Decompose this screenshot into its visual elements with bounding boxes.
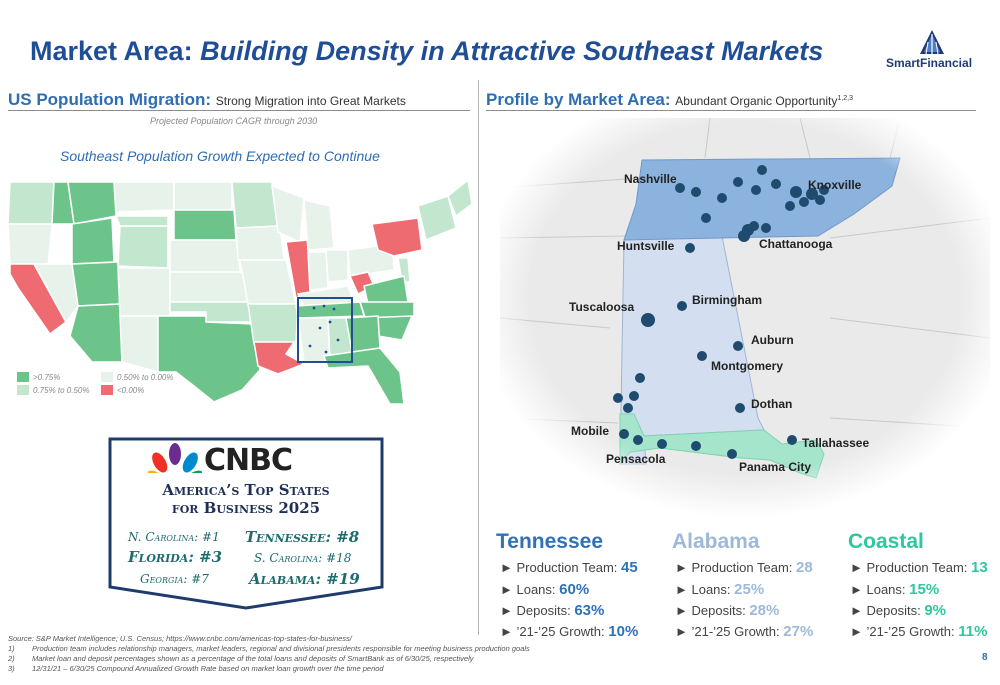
tn-deposits: ► Deposits: 63% [500,602,605,619]
right-section-heading: Profile by Market Area: Abundant Organic… [486,90,853,110]
smartfinancial-logo-icon [920,30,944,55]
city-label-chattanooga: Chattanooga [759,237,833,251]
rank-georgia: Georgia: #7 [140,572,209,586]
logo-text: SmartFinancial [886,56,973,70]
tn-loans-label: Loans: [516,582,556,597]
us-population-map [8,178,473,405]
legend-label-negative: <0.00% [117,386,145,395]
footnote-2-number: 2) [8,654,15,663]
city-label-knoxville: Knoxville [808,178,862,192]
legend-swatch-low [101,372,113,382]
co-growth-label: ’21-’25 Growth: [866,624,955,639]
city-label-montgomery: Montgomery [711,359,783,373]
al-deposits-value: 28% [749,602,780,619]
cnbc-badge-frame [108,437,384,610]
tn-team-label: Production Team: [516,560,618,575]
footnote-2: Market loan and deposit percentages show… [32,654,474,663]
right-heading-rule [486,110,976,111]
al-team-value: 28 [796,559,813,576]
city-label-auburn: Auburn [751,333,794,347]
rank-south-carolina: S. Carolina: #18 [254,551,352,565]
tn-team-value: 45 [621,559,638,576]
rank-florida: Florida: #3 [128,548,223,566]
footnote-3: 12/31/21 – 6/30/25 Compound Annualized G… [32,664,384,673]
city-label-huntsville: Huntsville [617,239,675,253]
city-label-pensacola: Pensacola [606,452,666,466]
column-divider [478,80,479,635]
city-label-birmingham: Birmingham [692,293,763,307]
cnbc-peacock-icon [148,443,202,473]
right-superscript: 1,2,3 [837,95,853,102]
tn-growth-value: 10% [608,623,639,640]
al-loans-value: 25% [734,581,765,598]
rank-tennessee: Tennessee: #8 [245,528,360,546]
legend-swatch-negative [101,385,113,395]
rank-alabama: Alabama: #19 [249,570,360,588]
al-loans-label: Loans: [691,582,731,597]
stats-heading-tennessee: Tennessee [496,530,603,553]
co-deposits-label: Deposits: [866,603,921,618]
legend-swatch-high [17,372,29,382]
al-production-team: ► Production Team: 28 [675,559,813,576]
cnbc-wordmark: CNBC [204,443,293,478]
tn-growth: ► ’21-’25 Growth: 10% [500,623,639,640]
co-deposits-value: 9% [924,602,946,619]
legend-label-mid: 0.75% to 0.50% [33,386,90,395]
co-team-value: 13 [971,559,988,576]
al-growth: ► ’21-’25 Growth: 27% [675,623,814,640]
al-team-label: Production Team: [691,560,793,575]
al-deposits-label: Deposits: [691,603,746,618]
tn-loans: ► Loans: 60% [500,581,590,598]
cnbc-headline-1: America’s Top States [162,481,330,499]
city-label-panama-city: Panama City [739,460,812,474]
city-label-tuscaloosa: Tuscaloosa [569,300,635,314]
co-growth-value: 11% [958,623,988,640]
left-heading-rule [8,110,470,111]
tn-production-team: ► Production Team: 45 [500,559,638,576]
page-number: 8 [982,652,988,663]
left-subheading: Strong Migration into Great Markets [215,94,406,108]
title-part-2: Building Density in Attractive Southeast… [200,36,824,66]
left-section-heading: US Population Migration: Strong Migratio… [8,90,406,110]
footnote-source: Source: S&P Market Intelligence; U.S. Ce… [8,634,352,643]
al-loans: ► Loans: 25% [675,581,765,598]
title-part-1: Market Area: [30,36,193,66]
right-subheading: Abundant Organic Opportunity1,2,3 [675,94,853,108]
co-loans: ► Loans: 15% [850,581,940,598]
city-label-dothan: Dothan [751,397,793,411]
right-subheading-text: Abundant Organic Opportunity [675,94,838,108]
co-loans-value: 15% [909,581,940,598]
legend-label-high: >0.75% [33,373,61,382]
legend-label-low: 0.50% to 0.00% [117,373,174,382]
left-heading-text: US Population Migration: [8,90,212,109]
us-map-title: Southeast Population Growth Expected to … [60,148,380,164]
city-label-mobile: Mobile [571,424,609,438]
co-growth: ► ’21-’25 Growth: 11% [850,623,988,640]
al-deposits: ► Deposits: 28% [675,602,780,619]
co-loans-label: Loans: [866,582,906,597]
footnote-3-number: 3) [8,664,15,673]
page-title: Market Area: Building Density in Attract… [30,36,823,67]
tn-loans-value: 60% [559,581,590,598]
tn-growth-label: ’21-’25 Growth: [516,624,605,639]
projection-note: Projected Population CAGR through 2030 [150,116,318,126]
tn-deposits-value: 63% [574,602,605,619]
cnbc-headline-2: for Business 2025 [171,499,321,517]
co-production-team: ► Production Team: 13 [850,559,988,576]
footnote-1: Production team includes relationship ma… [32,644,530,653]
al-growth-label: ’21-’25 Growth: [691,624,780,639]
rank-north-carolina: N. Carolina: #1 [128,530,220,544]
footnote-1-number: 1) [8,644,15,653]
city-label-tallahassee: Tallahassee [802,436,870,450]
stats-heading-alabama: Alabama [672,530,760,553]
city-label-nashville: Nashville [624,172,677,186]
al-growth-value: 27% [783,623,814,640]
legend-swatch-mid [17,385,29,395]
market-area-map [500,118,990,518]
tn-deposits-label: Deposits: [516,603,571,618]
right-heading-text: Profile by Market Area: [486,90,671,109]
stats-heading-coastal: Coastal [848,530,924,553]
co-team-label: Production Team: [866,560,968,575]
co-deposits: ► Deposits: 9% [850,602,946,619]
